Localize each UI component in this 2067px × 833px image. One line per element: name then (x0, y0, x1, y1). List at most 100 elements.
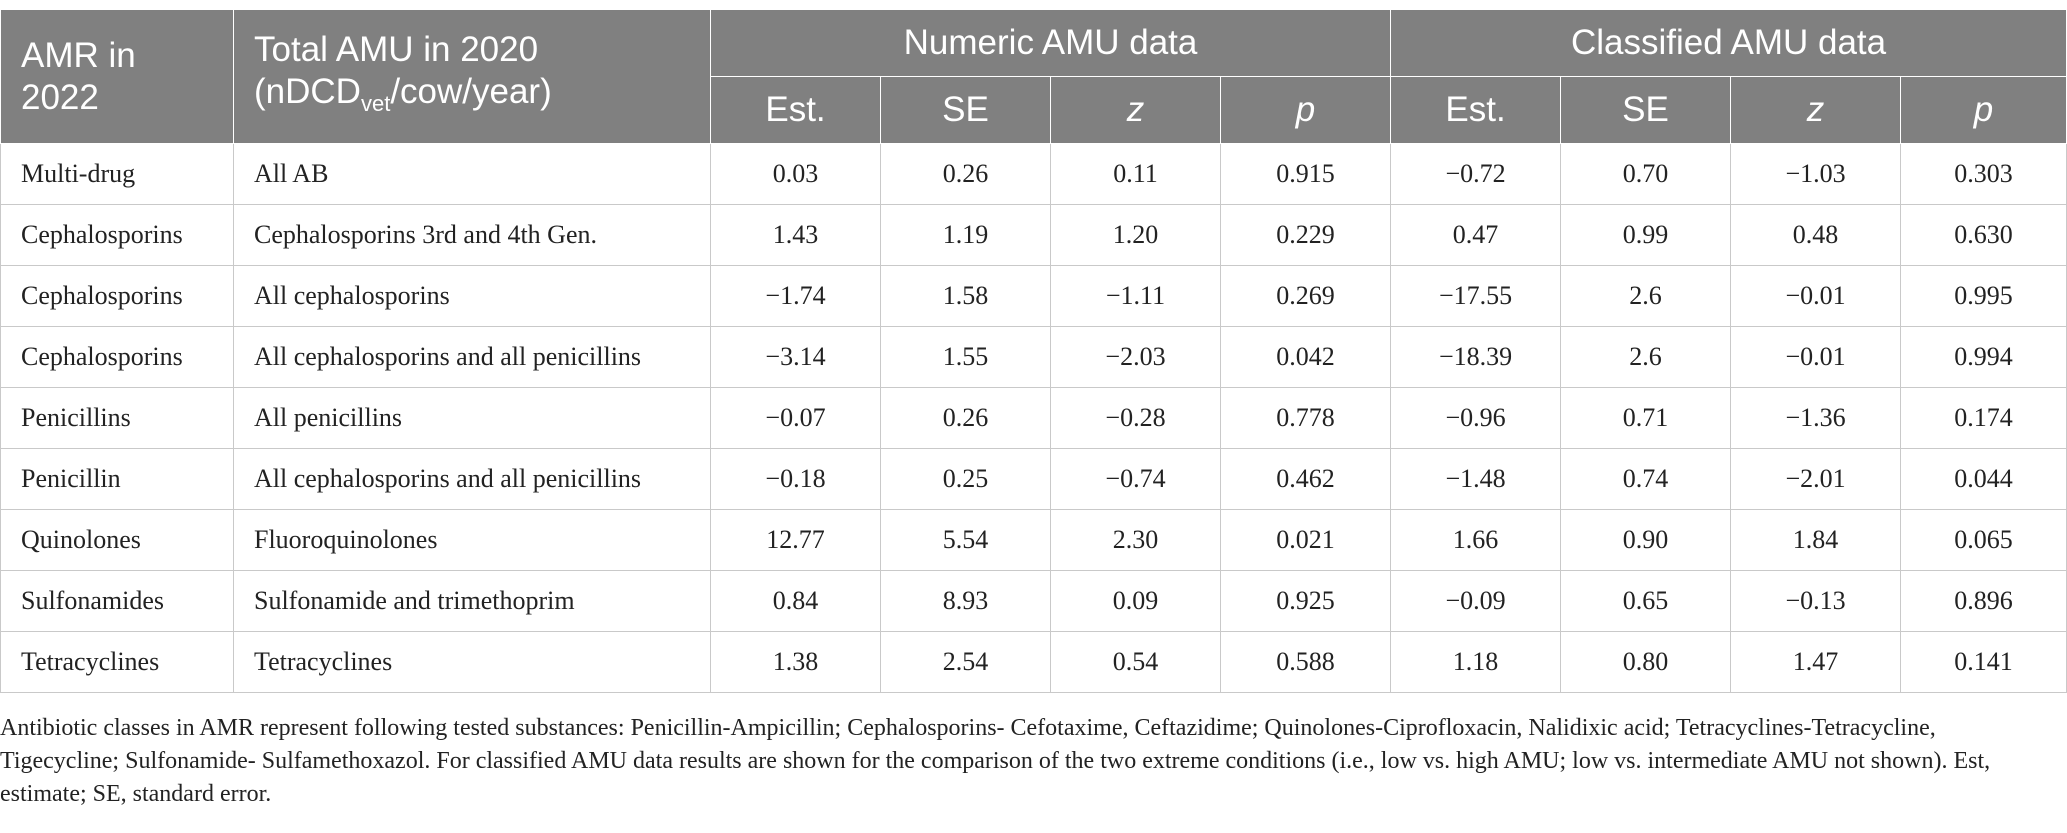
table-row: Penicillin All cephalosporins and all pe… (0, 448, 2067, 510)
cell-numeric-z: 0.11 (1050, 143, 1221, 205)
table-body: Multi-drug All AB 0.03 0.26 0.11 0.915 −… (0, 143, 2067, 693)
cell-amu: Sulfonamide and trimethoprim (233, 570, 711, 632)
cell-amu: All AB (233, 143, 711, 205)
cell-amu: Fluoroquinolones (233, 509, 711, 571)
header-numeric-se: SE (880, 76, 1051, 144)
table-row: Cephalosporins All cephalosporins and al… (0, 326, 2067, 388)
table-row: Penicillins All penicillins −0.07 0.26 −… (0, 387, 2067, 449)
cell-numeric-z: −2.03 (1050, 326, 1221, 388)
cell-amr: Tetracyclines (0, 631, 234, 693)
cell-amr: Quinolones (0, 509, 234, 571)
cell-classified-est: −0.09 (1390, 570, 1562, 632)
cell-classified-se: 0.74 (1560, 448, 1732, 510)
cell-numeric-z: 2.30 (1050, 509, 1221, 571)
cell-numeric-est: 0.84 (710, 570, 881, 632)
cell-classified-p: 0.995 (1900, 265, 2067, 327)
cell-classified-p: 0.994 (1900, 326, 2067, 388)
cell-classified-p: 0.141 (1900, 631, 2067, 693)
cell-numeric-se: 1.19 (880, 204, 1051, 266)
cell-numeric-z: 0.09 (1050, 570, 1221, 632)
cell-classified-p: 0.044 (1900, 448, 2067, 510)
cell-amu: All cephalosporins and all penicillins (233, 448, 711, 510)
cell-classified-se: 2.6 (1560, 265, 1732, 327)
header-classified-group: Classified AMU data (1390, 9, 2067, 77)
cell-classified-z: −1.36 (1730, 387, 1902, 449)
cell-numeric-z: −0.74 (1050, 448, 1221, 510)
table-row: Quinolones Fluoroquinolones 12.77 5.54 2… (0, 509, 2067, 571)
cell-numeric-p: 0.021 (1219, 509, 1392, 571)
cell-numeric-se: 5.54 (880, 509, 1051, 571)
cell-classified-p: 0.630 (1900, 204, 2067, 266)
cell-numeric-p: 0.588 (1219, 631, 1392, 693)
cell-classified-z: −1.03 (1730, 143, 1902, 205)
cell-numeric-p: 0.925 (1219, 570, 1392, 632)
cell-numeric-est: 1.38 (710, 631, 881, 693)
cell-classified-se: 0.65 (1560, 570, 1732, 632)
cell-classified-est: −17.55 (1390, 265, 1562, 327)
cell-classified-est: −18.39 (1390, 326, 1562, 388)
table-row: Sulfonamides Sulfonamide and trimethopri… (0, 570, 2067, 632)
cell-numeric-se: 2.54 (880, 631, 1051, 693)
header-numeric-z: z (1050, 76, 1221, 144)
cell-numeric-se: 1.58 (880, 265, 1051, 327)
cell-numeric-se: 1.55 (880, 326, 1051, 388)
cell-amr: Multi-drug (0, 143, 234, 205)
cell-classified-z: 1.47 (1730, 631, 1902, 693)
cell-numeric-z: −1.11 (1050, 265, 1221, 327)
cell-amr: Cephalosporins (0, 265, 234, 327)
table-row: Tetracyclines Tetracyclines 1.38 2.54 0.… (0, 631, 2067, 693)
cell-classified-z: −0.01 (1730, 265, 1902, 327)
cell-numeric-est: −1.74 (710, 265, 881, 327)
cell-numeric-p: 0.042 (1219, 326, 1392, 388)
cell-numeric-est: 1.43 (710, 204, 881, 266)
table-row: Cephalosporins All cephalosporins −1.74 … (0, 265, 2067, 327)
cell-amu: All penicillins (233, 387, 711, 449)
cell-classified-z: 0.48 (1730, 204, 1902, 266)
cell-numeric-p: 0.269 (1219, 265, 1392, 327)
cell-classified-p: 0.303 (1900, 143, 2067, 205)
cell-classified-est: −0.72 (1390, 143, 1562, 205)
cell-classified-p: 0.896 (1900, 570, 2067, 632)
header-classified-z: z (1730, 76, 1902, 144)
results-table: AMR in 2022 Total AMU in 2020 (nDCDvet/cow… (0, 9, 2067, 693)
cell-classified-est: 0.47 (1390, 204, 1562, 266)
cell-numeric-p: 0.915 (1219, 143, 1392, 205)
cell-numeric-p: 0.229 (1219, 204, 1392, 266)
header-numeric-est: Est. (710, 76, 881, 144)
cell-numeric-se: 0.25 (880, 448, 1051, 510)
cell-classified-se: 2.6 (1560, 326, 1732, 388)
header-amr: AMR in 2022 (0, 9, 234, 144)
header-total-amu: Total AMU in 2020 (nDCDvet/cow/year) (233, 9, 711, 144)
cell-numeric-se: 0.26 (880, 387, 1051, 449)
cell-classified-z: −2.01 (1730, 448, 1902, 510)
cell-amr: Penicillin (0, 448, 234, 510)
cell-amr: Cephalosporins (0, 204, 234, 266)
cell-numeric-z: 1.20 (1050, 204, 1221, 266)
cell-classified-z: 1.84 (1730, 509, 1902, 571)
cell-amr: Sulfonamides (0, 570, 234, 632)
cell-classified-se: 0.99 (1560, 204, 1732, 266)
table-header: AMR in 2022 Total AMU in 2020 (nDCDvet/cow… (0, 9, 2067, 144)
cell-amu: Tetracyclines (233, 631, 711, 693)
cell-numeric-se: 8.93 (880, 570, 1051, 632)
cell-classified-z: −0.13 (1730, 570, 1902, 632)
cell-classified-est: −0.96 (1390, 387, 1562, 449)
cell-classified-se: 0.71 (1560, 387, 1732, 449)
header-numeric-p: p (1219, 76, 1392, 144)
cell-numeric-est: 12.77 (710, 509, 881, 571)
cell-amu: All cephalosporins and all penicillins (233, 326, 711, 388)
cell-amu: All cephalosporins (233, 265, 711, 327)
cell-numeric-se: 0.26 (880, 143, 1051, 205)
header-classified-est: Est. (1390, 76, 1562, 144)
cell-classified-z: −0.01 (1730, 326, 1902, 388)
cell-numeric-est: −3.14 (710, 326, 881, 388)
cell-numeric-est: −0.07 (710, 387, 881, 449)
cell-numeric-est: −0.18 (710, 448, 881, 510)
cell-numeric-z: 0.54 (1050, 631, 1221, 693)
cell-classified-p: 0.065 (1900, 509, 2067, 571)
cell-classified-se: 0.90 (1560, 509, 1732, 571)
table-row: Multi-drug All AB 0.03 0.26 0.11 0.915 −… (0, 143, 2067, 205)
cell-amr: Cephalosporins (0, 326, 234, 388)
cell-classified-se: 0.80 (1560, 631, 1732, 693)
cell-numeric-est: 0.03 (710, 143, 881, 205)
